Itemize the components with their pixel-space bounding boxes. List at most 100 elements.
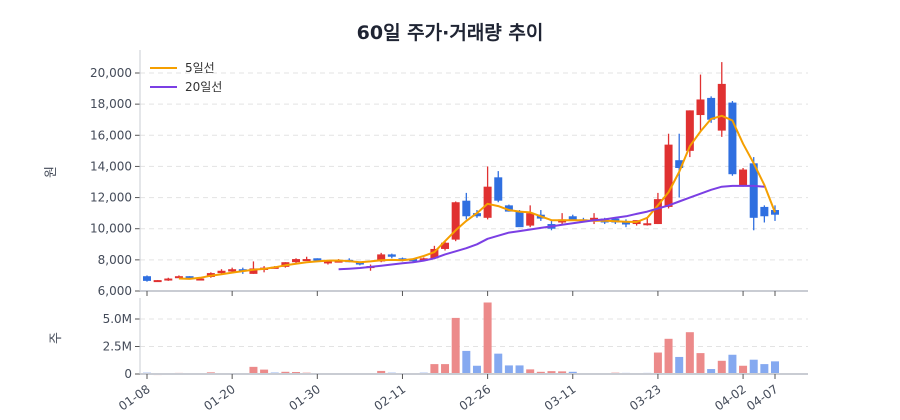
volume-bar[interactable] bbox=[377, 370, 386, 374]
candle-body[interactable] bbox=[685, 110, 694, 151]
volume-bar[interactable] bbox=[451, 317, 460, 374]
candle-body[interactable] bbox=[164, 278, 173, 281]
price-ytick-label: 16,000 bbox=[90, 128, 132, 142]
volume-bar[interactable] bbox=[547, 371, 556, 374]
candle-body[interactable] bbox=[653, 199, 662, 225]
volume-bar[interactable] bbox=[558, 371, 567, 374]
volume-bar[interactable] bbox=[526, 369, 535, 374]
volume-bar[interactable] bbox=[494, 353, 503, 374]
x-tick-label: 04-07 bbox=[744, 382, 781, 413]
volume-bar[interactable] bbox=[760, 364, 769, 374]
candle-body[interactable] bbox=[739, 169, 748, 186]
x-tick-label: 01-20 bbox=[201, 382, 238, 413]
volume-bar[interactable] bbox=[749, 359, 758, 374]
volume-bar[interactable] bbox=[707, 369, 716, 374]
volume-bar[interactable] bbox=[653, 352, 662, 374]
candle-body[interactable] bbox=[494, 177, 503, 201]
volume-bar[interactable] bbox=[536, 371, 545, 374]
candle-body[interactable] bbox=[228, 269, 237, 272]
price-ytick-label: 20,000 bbox=[90, 66, 132, 80]
candle-body[interactable] bbox=[355, 262, 364, 265]
candle-body[interactable] bbox=[185, 276, 194, 280]
price-y-axis-title: 원 bbox=[44, 166, 59, 178]
volume-bar[interactable] bbox=[717, 360, 726, 374]
candle-body[interactable] bbox=[643, 223, 652, 226]
x-tick-label: 02-26 bbox=[457, 382, 494, 413]
candle-body[interactable] bbox=[472, 213, 481, 217]
price-ytick-label: 18,000 bbox=[90, 97, 132, 111]
volume-bar[interactable] bbox=[739, 365, 748, 374]
candle-body[interactable] bbox=[462, 200, 471, 217]
volume-bar[interactable] bbox=[462, 350, 471, 374]
volume-bar[interactable] bbox=[260, 369, 269, 374]
price-ytick-label: 14,000 bbox=[90, 159, 132, 173]
candle-body[interactable] bbox=[515, 211, 524, 228]
volume-bar[interactable] bbox=[249, 366, 258, 374]
volume-bar[interactable] bbox=[281, 371, 290, 374]
volume-bar[interactable] bbox=[568, 371, 577, 374]
volume-ytick-label: 2.5M bbox=[103, 340, 132, 354]
candle-body[interactable] bbox=[675, 160, 684, 168]
volume-bar[interactable] bbox=[771, 361, 779, 374]
x-tick-label: 04-02 bbox=[712, 382, 749, 413]
legend-label: 5일선 bbox=[185, 61, 215, 75]
candle-body[interactable] bbox=[387, 254, 396, 257]
candle-body[interactable] bbox=[707, 97, 716, 120]
volume-bar[interactable] bbox=[664, 338, 673, 374]
candle-body[interactable] bbox=[313, 258, 322, 261]
candle-body[interactable] bbox=[621, 222, 630, 225]
candle-body[interactable] bbox=[377, 254, 386, 262]
candle-body[interactable] bbox=[664, 144, 673, 207]
candle-body[interactable] bbox=[568, 216, 577, 221]
candle-body[interactable] bbox=[302, 259, 311, 262]
candle-body[interactable] bbox=[217, 270, 226, 274]
ma5-line bbox=[178, 114, 776, 280]
candle-body[interactable] bbox=[143, 276, 151, 281]
volume-bar[interactable] bbox=[728, 354, 737, 374]
volume-bar[interactable] bbox=[472, 365, 481, 374]
volume-ytick-label: 0 bbox=[124, 367, 132, 381]
candle-body[interactable] bbox=[174, 276, 183, 279]
candle-body[interactable] bbox=[419, 258, 428, 261]
volume-bar[interactable] bbox=[483, 302, 492, 375]
price-ytick-label: 6,000 bbox=[98, 284, 132, 298]
volume-y-axis-title: 주 bbox=[49, 332, 64, 344]
candle-body[interactable] bbox=[728, 102, 737, 175]
candle-body[interactable] bbox=[323, 261, 332, 264]
candle-body[interactable] bbox=[441, 242, 450, 249]
ma20-line bbox=[338, 184, 765, 271]
candle-body[interactable] bbox=[749, 163, 758, 218]
volume-bar[interactable] bbox=[515, 365, 524, 374]
price-ytick-label: 8,000 bbox=[98, 253, 132, 267]
candle-body[interactable] bbox=[451, 202, 460, 240]
candle-body[interactable] bbox=[483, 186, 492, 218]
candle-body[interactable] bbox=[504, 205, 513, 212]
candle-body[interactable] bbox=[696, 99, 705, 116]
candle-body[interactable] bbox=[249, 268, 258, 274]
x-tick-label: 03-11 bbox=[542, 382, 579, 413]
volume-bar[interactable] bbox=[696, 353, 705, 374]
price-ytick-label: 10,000 bbox=[90, 222, 132, 236]
volume-bar[interactable] bbox=[504, 365, 513, 374]
x-tick-label: 02-11 bbox=[372, 382, 409, 413]
candle-body[interactable] bbox=[760, 206, 769, 217]
x-tick-label: 01-30 bbox=[286, 382, 323, 413]
candle-body[interactable] bbox=[153, 280, 162, 283]
volume-bar[interactable] bbox=[441, 364, 450, 374]
legend-label: 20일선 bbox=[185, 80, 222, 94]
candle-body[interactable] bbox=[334, 260, 343, 263]
candle-body[interactable] bbox=[526, 213, 535, 226]
chart-title: 60일 주가·거래량 추이 bbox=[356, 22, 544, 44]
candle-body[interactable] bbox=[292, 259, 301, 263]
volume-bar[interactable] bbox=[675, 356, 684, 374]
price-ytick-label: 12,000 bbox=[90, 191, 132, 205]
volume-bar[interactable] bbox=[685, 332, 694, 374]
candle-body[interactable] bbox=[196, 278, 205, 281]
volume-ytick-label: 5.0M bbox=[103, 312, 132, 326]
volume-bar[interactable] bbox=[430, 364, 439, 374]
candle-body[interactable] bbox=[430, 248, 439, 259]
candle-body[interactable] bbox=[717, 83, 726, 131]
x-tick-label: 03-23 bbox=[627, 382, 664, 413]
